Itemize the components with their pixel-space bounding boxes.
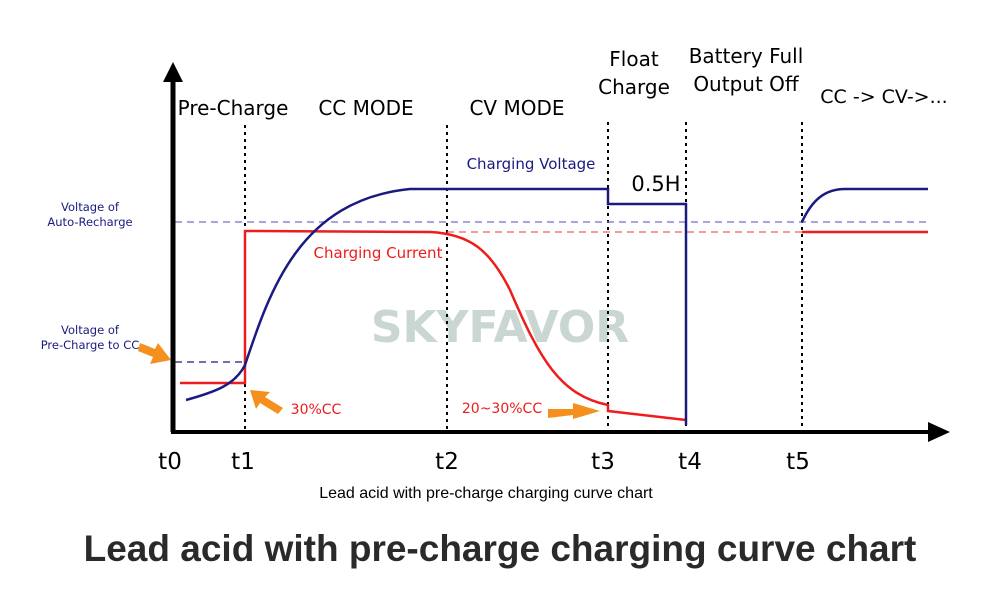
termination-current-arrow-icon	[548, 403, 600, 419]
phase-label-cc: CC MODE	[318, 96, 413, 120]
time-label-t3: t3	[591, 449, 615, 475]
precharge-voltage-arrow-icon	[138, 343, 171, 364]
current-curve-label: Charging Current	[314, 244, 443, 262]
charging-voltage-curve	[185, 187, 688, 425]
time-label-t1: t1	[231, 449, 255, 475]
y-axis-arrow-icon	[163, 62, 183, 82]
page-title: Lead acid with pre-charge charging curve…	[84, 528, 917, 569]
charging-current-curve	[180, 229, 687, 422]
phase-label-float-1: Float	[609, 47, 659, 71]
float-time-label: 0.5H	[631, 172, 680, 196]
precharge-current-arrow-icon	[250, 390, 283, 414]
phase-label-full-1: Battery Full	[689, 44, 804, 68]
annotation-arrows	[138, 343, 600, 419]
time-label-t2: t2	[435, 449, 459, 475]
auto-recharge-label-2: Auto-Recharge	[47, 215, 132, 229]
time-label-t5: t5	[786, 449, 810, 475]
phase-label-precharge: Pre-Charge	[178, 96, 289, 120]
phase-label-restart: CC -> CV->...	[820, 86, 947, 108]
time-labels: t0 t1 t2 t3 t4 t5	[158, 449, 810, 475]
x-axis-arrow-icon	[928, 422, 950, 442]
termination-current-label: 20~30%CC	[462, 401, 542, 417]
phase-label-full-2: Output Off	[693, 72, 800, 96]
watermark: SKYFAVOR	[371, 302, 629, 353]
time-label-t4: t4	[678, 449, 702, 475]
voltage-curve-label: Charging Voltage	[467, 155, 596, 173]
phase-label-cv: CV MODE	[469, 96, 564, 120]
chart-caption: Lead acid with pre-charge charging curve…	[319, 485, 653, 502]
time-label-t0: t0	[158, 449, 182, 475]
charging-voltage-restart	[800, 187, 928, 223]
precharge-voltage-label-1: Voltage of	[61, 323, 120, 337]
precharge-voltage-label-2: Pre-Charge to CC	[41, 338, 140, 352]
precharge-current-label: 30%CC	[291, 402, 342, 418]
phase-label-float-2: Charge	[598, 75, 670, 99]
auto-recharge-label-1: Voltage of	[61, 200, 120, 214]
